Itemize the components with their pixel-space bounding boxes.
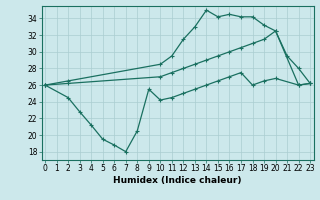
X-axis label: Humidex (Indice chaleur): Humidex (Indice chaleur) — [113, 176, 242, 185]
